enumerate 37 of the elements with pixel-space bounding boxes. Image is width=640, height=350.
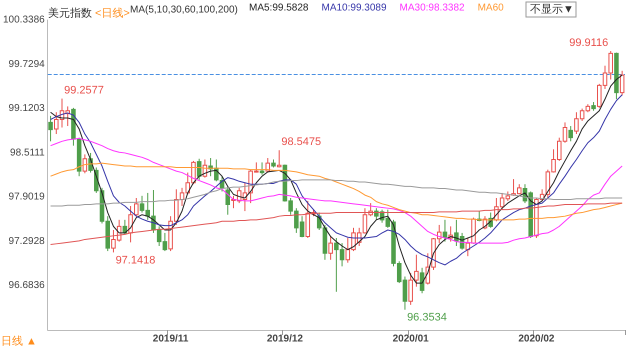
x-tick-label: 2020/01 — [392, 334, 430, 344]
text: MA30:98.3382 — [400, 2, 466, 14]
y-tick-label: 98.5111 — [10, 147, 46, 158]
annotation: 97.1418 — [116, 254, 156, 266]
chart-title: 美元指数 — [48, 6, 92, 20]
candlestick — [196, 158, 202, 180]
candlestick — [328, 236, 333, 260]
text: MA10:99.3089 — [321, 2, 387, 14]
chart-subtitle: <日线> — [95, 6, 130, 20]
x-tick-label: 2019/12 — [266, 334, 304, 344]
candlestick — [260, 162, 264, 176]
candlestick — [48, 115, 53, 142]
y-tick-label: 96.6836 — [8, 280, 46, 292]
text: 日线 ▲ — [1, 334, 37, 348]
candlestick — [442, 219, 448, 242]
y-tick-label: 97.2928 — [8, 236, 46, 247]
line-series — [50, 94, 623, 266]
candlestick — [134, 198, 139, 217]
candlestick — [420, 267, 424, 294]
candlestick — [620, 70, 624, 96]
candlestick — [82, 154, 88, 174]
annotation: 98.5475 — [281, 136, 322, 148]
candlestick — [568, 126, 573, 142]
y-tick-label: 100.3386 — [2, 14, 46, 26]
text: MA60 — [478, 2, 504, 14]
annotation: 99.9116 — [569, 37, 608, 50]
x-tick-label: 2019/11 — [152, 334, 189, 344]
x-tick-label: 2020/02 — [518, 334, 555, 344]
text: 不显示▼ — [530, 4, 574, 16]
y-tick-label: 99.1203 — [8, 103, 46, 114]
y-tick-label: 99.7294 — [8, 58, 46, 70]
candlestick — [225, 186, 230, 216]
text: MA5:99.5828 — [249, 2, 309, 14]
annotation: 99.2577 — [64, 84, 104, 97]
y-tick-label: 97.9019 — [8, 192, 46, 203]
text: MA(5,10,30,60,100,200) — [130, 4, 238, 16]
annotation: 96.3534 — [407, 312, 447, 324]
